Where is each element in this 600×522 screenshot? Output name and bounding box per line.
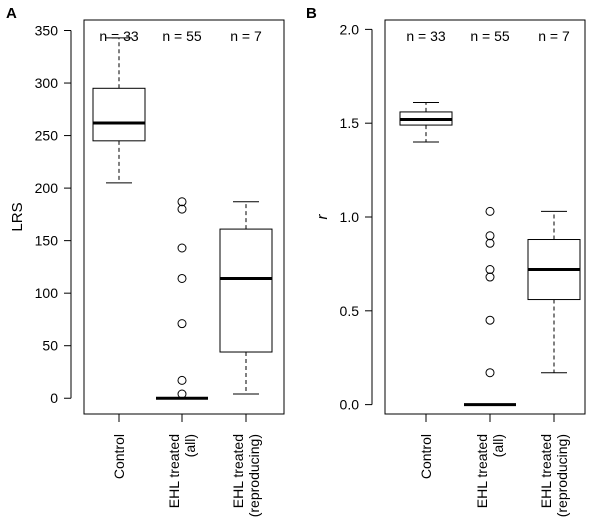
x-category-label: (reproducing) <box>246 434 262 517</box>
outlier-point <box>485 272 495 282</box>
y-axis-title: LRS <box>9 202 26 231</box>
sample-count-label: n = 55 <box>470 28 510 44</box>
sample-count-label: n = 33 <box>406 28 446 44</box>
outlier-point <box>177 204 187 214</box>
box-2 <box>156 197 208 400</box>
x-category-label: EHL treated <box>166 434 182 508</box>
box-1 <box>399 102 453 143</box>
plot-frame <box>384 19 586 415</box>
outlier-point <box>485 231 495 241</box>
x-category-label: (reproducing) <box>554 434 570 517</box>
y-tick-label: 1.5 <box>340 115 360 131</box>
outlier-point <box>485 206 495 216</box>
outlier-point <box>177 197 187 207</box>
outlier-point <box>177 319 187 329</box>
panel-label: B <box>306 5 317 22</box>
y-tick-label: 300 <box>35 75 59 91</box>
y-tick-label: 50 <box>42 338 58 354</box>
x-category-label: (all) <box>490 434 506 457</box>
sample-count-label: n = 33 <box>99 28 139 44</box>
x-category-label: EHL treated <box>538 434 554 508</box>
sample-count-label: n = 7 <box>230 28 262 44</box>
y-tick-label: 150 <box>35 233 59 249</box>
y-tick-label: 2.0 <box>340 21 360 37</box>
box-3 <box>219 201 273 395</box>
chart-panel-a: A 0 50 100 150 200 250 300 350 LRS Control EHL trea… <box>6 5 285 517</box>
y-tick-label: 100 <box>35 285 59 301</box>
box-1 <box>92 37 146 184</box>
iqr-box <box>219 228 273 353</box>
y-tick-label: 250 <box>35 128 59 144</box>
outlier-point <box>177 375 187 385</box>
outlier-point <box>485 265 495 275</box>
y-tick-label: 0.0 <box>340 397 360 413</box>
sample-count-label: n = 55 <box>162 28 202 44</box>
y-tick-label: 200 <box>35 180 59 196</box>
y-axis-title: r <box>314 214 331 220</box>
y-tick-label: 0 <box>50 390 58 406</box>
x-category-label: EHL treated <box>474 434 490 508</box>
y-tick-label: 0.5 <box>340 303 360 319</box>
outlier-point <box>177 243 187 253</box>
outlier-point <box>177 273 187 283</box>
x-category-label: Control <box>111 434 127 479</box>
x-category-label: (all) <box>182 434 198 457</box>
y-tick-label: 1.0 <box>340 209 360 225</box>
outlier-point <box>485 368 495 378</box>
panel-label: A <box>6 5 17 22</box>
sample-count-label: n = 7 <box>538 28 570 44</box>
plot-frame <box>83 19 285 415</box>
outlier-point <box>485 315 495 325</box>
y-tick-label: 350 <box>35 23 59 39</box>
x-category-label: Control <box>418 434 434 479</box>
box-3 <box>527 210 581 374</box>
box-2 <box>464 206 516 407</box>
iqr-box <box>92 87 146 142</box>
outlier-point <box>485 238 495 248</box>
x-category-label: EHL treated <box>230 434 246 508</box>
outlier-point <box>177 389 187 399</box>
